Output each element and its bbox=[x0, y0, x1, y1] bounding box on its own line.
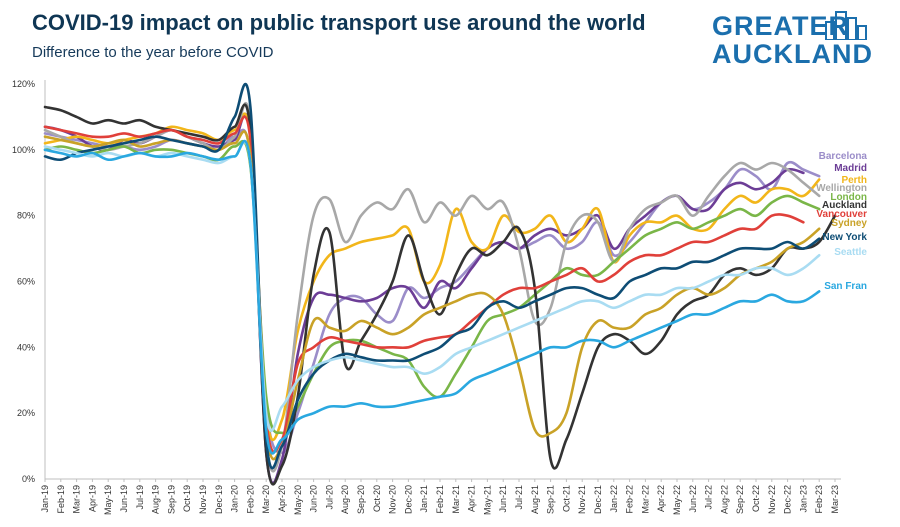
x-tick-label: Feb-20 bbox=[245, 485, 255, 514]
legend-label-london: London bbox=[830, 192, 867, 203]
legend-label-madrid: Madrid bbox=[834, 163, 867, 174]
x-tick-label: Jan-21 bbox=[419, 485, 429, 513]
x-tick-label: Oct-19 bbox=[182, 485, 192, 512]
x-tick-label: Dec-20 bbox=[403, 485, 413, 514]
greater-auckland-logo: GREATER AUCKLAND bbox=[712, 10, 873, 69]
x-tick-label: Jul-22 bbox=[704, 485, 714, 510]
x-tick-label: Jan-20 bbox=[230, 485, 240, 513]
skyline-icon bbox=[825, 11, 867, 40]
x-tick-label: Oct-21 bbox=[561, 485, 571, 512]
chart-title: COVID-19 impact on public transport use … bbox=[32, 10, 646, 35]
x-tick-label: Aug-22 bbox=[719, 485, 729, 514]
logo-line-2: AUCKLAND bbox=[712, 39, 873, 69]
y-tick-label: 20% bbox=[17, 408, 35, 418]
x-tick-label: Nov-19 bbox=[198, 485, 208, 514]
y-tick-label: 100% bbox=[12, 145, 35, 155]
x-tick-label: Nov-22 bbox=[767, 485, 777, 514]
x-tick-label: Jun-22 bbox=[688, 485, 698, 513]
series-line-seattle bbox=[43, 140, 821, 433]
x-tick-label: Aug-19 bbox=[151, 485, 161, 514]
x-tick-label: Mar-22 bbox=[640, 485, 650, 514]
x-tick-label: Mar-20 bbox=[261, 485, 271, 514]
x-tick-label: Apr-20 bbox=[277, 485, 287, 512]
x-tick-label: Apr-22 bbox=[656, 485, 666, 512]
x-tick-label: Sep-22 bbox=[735, 485, 745, 514]
x-tick-label: Mar-19 bbox=[72, 485, 82, 514]
x-tick-label: Apr-21 bbox=[467, 485, 477, 512]
x-tick-label: Aug-21 bbox=[530, 485, 540, 514]
x-tick-label: May-22 bbox=[672, 485, 682, 515]
x-tick-label: Jan-23 bbox=[798, 485, 808, 513]
legend-label-seattle: Seattle bbox=[834, 247, 867, 258]
x-tick-label: May-21 bbox=[482, 485, 492, 515]
series-line-new-york bbox=[43, 83, 821, 470]
x-tick-label: Feb-23 bbox=[814, 485, 824, 514]
x-tick-label: Feb-19 bbox=[56, 485, 66, 514]
x-tick-label: Dec-21 bbox=[593, 485, 603, 514]
x-tick-label: Apr-19 bbox=[87, 485, 97, 512]
x-tick-label: Feb-22 bbox=[625, 485, 635, 514]
x-tick-label: May-19 bbox=[103, 485, 113, 515]
x-tick-label: Jan-19 bbox=[40, 485, 50, 513]
series-line-vancouver bbox=[43, 115, 805, 454]
series-line-london bbox=[43, 139, 821, 435]
legend-label-barcelona: Barcelona bbox=[819, 151, 868, 162]
series-line-perth bbox=[43, 112, 821, 442]
x-tick-label: Jun-19 bbox=[119, 485, 129, 513]
x-tick-label: Jun-20 bbox=[309, 485, 319, 513]
y-tick-label: 120% bbox=[12, 79, 35, 89]
legend-label-wellington: Wellington bbox=[816, 183, 867, 194]
x-tick-label: Oct-20 bbox=[372, 485, 382, 512]
x-tick-label: Sep-19 bbox=[166, 485, 176, 514]
y-tick-label: 80% bbox=[17, 211, 35, 221]
legend-label-vancouver: Vancouver bbox=[816, 209, 867, 220]
x-tick-label: Mar-21 bbox=[451, 485, 461, 514]
legend-label-sydney: Sydney bbox=[831, 218, 867, 229]
x-tick-label: Feb-21 bbox=[435, 485, 445, 514]
y-tick-label: 40% bbox=[17, 342, 35, 352]
x-tick-label: Jul-19 bbox=[135, 485, 145, 510]
x-tick-label: Dec-22 bbox=[783, 485, 793, 514]
chart-subtitle: Difference to the year before COVID bbox=[32, 44, 274, 61]
series-line-wellington bbox=[43, 102, 821, 473]
x-tick-label: Mar-23 bbox=[830, 485, 840, 514]
x-tick-label: Jun-21 bbox=[498, 485, 508, 513]
legend-label-san-fran: San Fran bbox=[824, 281, 867, 292]
x-tick-label: Jan-22 bbox=[609, 485, 619, 513]
logo-line-1: GREATER bbox=[712, 11, 850, 41]
y-tick-label: 0% bbox=[22, 474, 35, 484]
legend-label-auckland: Auckland bbox=[822, 200, 867, 211]
legend-label-perth: Perth bbox=[841, 175, 867, 186]
x-tick-label: Sep-20 bbox=[356, 485, 366, 514]
x-tick-label: Aug-20 bbox=[340, 485, 350, 514]
x-tick-label: Jul-21 bbox=[514, 485, 524, 510]
x-tick-label: Oct-22 bbox=[751, 485, 761, 512]
x-tick-label: Jul-20 bbox=[324, 485, 334, 510]
series-line-auckland bbox=[43, 103, 837, 486]
series-line-san-fran bbox=[43, 139, 821, 455]
x-tick-label: Dec-19 bbox=[214, 485, 224, 514]
x-tick-label: Nov-21 bbox=[577, 485, 587, 514]
x-tick-label: Sep-21 bbox=[546, 485, 556, 514]
x-tick-label: Nov-20 bbox=[388, 485, 398, 514]
y-tick-label: 60% bbox=[17, 277, 35, 287]
x-tick-label: May-20 bbox=[293, 485, 303, 515]
legend-label-new-york: New York bbox=[822, 232, 867, 243]
